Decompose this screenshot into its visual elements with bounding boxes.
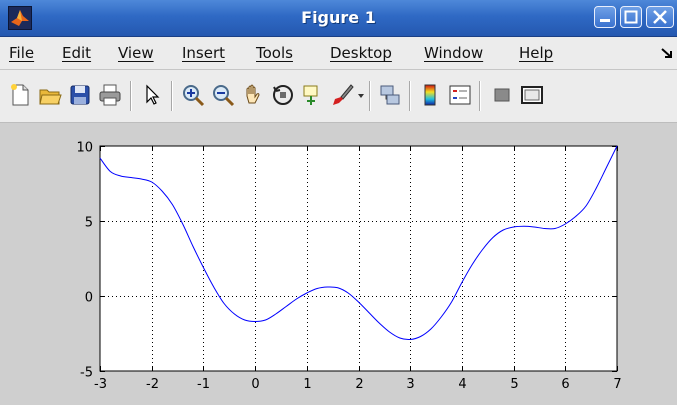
maximize-icon	[624, 10, 638, 24]
close-icon	[653, 10, 667, 24]
edit-plot-arrow-icon[interactable]	[140, 83, 164, 107]
toolbar-separator	[409, 81, 411, 111]
menu-edit[interactable]: Edit	[62, 44, 92, 62]
new-figure-icon[interactable]	[8, 83, 32, 107]
toolbar	[0, 70, 677, 123]
brush-icon[interactable]	[331, 83, 355, 107]
tick-marks	[100, 146, 618, 372]
y-tick-label: 10	[76, 141, 93, 156]
menu-tools[interactable]: Tools	[256, 44, 293, 62]
series-line[interactable]	[99, 145, 618, 341]
hide-plot-tools-icon[interactable]	[490, 83, 514, 107]
toolbar-separator	[369, 81, 371, 111]
x-tick-label: 5	[510, 377, 518, 392]
x-tick-label: 0	[251, 377, 259, 392]
title-bar[interactable]: Figure 1	[0, 0, 677, 37]
open-file-icon[interactable]	[38, 83, 62, 107]
x-tick-label: 7	[613, 377, 621, 392]
axes-background[interactable]	[99, 145, 618, 372]
menu-bar: File Edit View Insert Tools Desktop Wind…	[0, 37, 677, 70]
y-tick-label: 0	[85, 291, 93, 306]
link-plot-icon[interactable]	[378, 83, 402, 107]
menu-desktop[interactable]: Desktop	[330, 44, 392, 62]
y-tick-label: -5	[80, 366, 93, 381]
window-title: Figure 1	[301, 8, 376, 27]
toolbar-separator	[130, 81, 132, 111]
minimize-icon	[600, 19, 610, 22]
zoom-out-icon[interactable]	[211, 83, 235, 107]
close-button[interactable]	[646, 6, 674, 28]
menu-file[interactable]: File	[9, 44, 35, 62]
y-tick-label: 5	[85, 216, 93, 231]
x-tick-label: 4	[458, 377, 466, 392]
colorbar-icon[interactable]	[418, 83, 442, 107]
dock-arrow-icon[interactable]	[659, 43, 675, 63]
x-tick-labels: -3 -2 -1 0 1 2 3 4 5 6 7	[94, 377, 622, 392]
brush-dropdown-icon[interactable]	[357, 92, 365, 100]
show-plot-tools-icon[interactable]	[520, 83, 544, 107]
rotate-3d-icon[interactable]	[271, 83, 295, 107]
menu-insert[interactable]: Insert	[182, 44, 226, 62]
data-cursor-icon[interactable]	[301, 83, 325, 107]
zoom-in-icon[interactable]	[181, 83, 205, 107]
menu-help[interactable]: Help	[519, 44, 554, 62]
legend-icon[interactable]	[448, 83, 472, 107]
x-tick-label: 1	[303, 377, 311, 392]
x-tick-label: 6	[561, 377, 569, 392]
minimize-button[interactable]	[594, 6, 616, 28]
x-tick-label: 3	[406, 377, 414, 392]
save-icon[interactable]	[68, 83, 92, 107]
x-tick-label: 2	[355, 377, 363, 392]
maximize-button[interactable]	[620, 6, 642, 28]
figure-area: -3 -2 -1 0 1 2 3 4 5 6 7 -5 0 5 10	[0, 123, 677, 405]
x-tick-label: -2	[146, 377, 159, 392]
toolbar-separator	[479, 81, 481, 111]
line-plot[interactable]: -3 -2 -1 0 1 2 3 4 5 6 7 -5 0 5 10	[0, 123, 677, 405]
matlab-logo-icon	[8, 6, 32, 30]
x-tick-label: -1	[197, 377, 210, 392]
menu-view[interactable]: View	[118, 44, 154, 62]
print-icon[interactable]	[98, 83, 122, 107]
x-tick-label: -3	[94, 377, 107, 392]
toolbar-separator	[171, 81, 173, 111]
pan-hand-icon[interactable]	[241, 83, 265, 107]
menu-window[interactable]: Window	[424, 44, 484, 62]
grid-lines	[100, 146, 617, 371]
y-tick-labels: -5 0 5 10	[76, 141, 93, 381]
